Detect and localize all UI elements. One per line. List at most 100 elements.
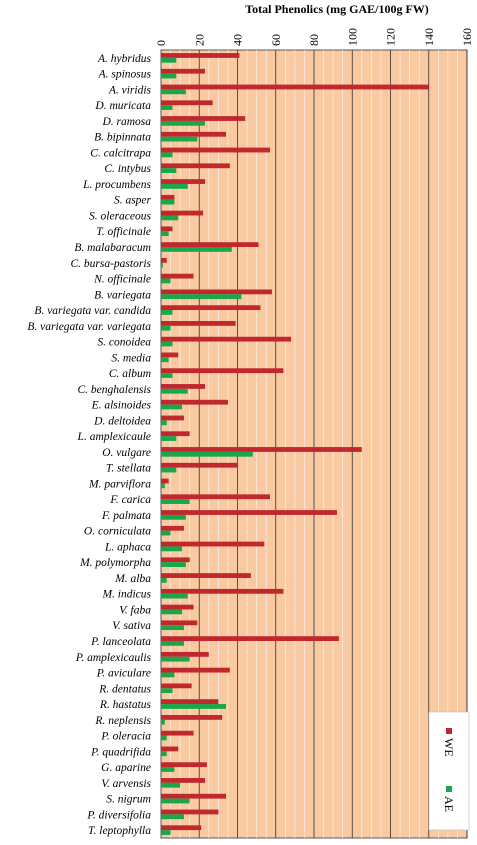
bar-ae <box>161 751 167 757</box>
bar-we <box>161 683 192 689</box>
bar-ae <box>161 420 167 426</box>
category-label: R. hastatus <box>99 699 152 711</box>
category-label: N. officinale <box>93 274 151 286</box>
bar-ae <box>161 499 190 504</box>
bar-ae <box>161 641 184 646</box>
bar-ae <box>161 719 165 725</box>
category-label: E. alsinoides <box>91 400 152 412</box>
bar-ae <box>161 231 169 237</box>
category-label: L. aphaca <box>104 541 151 553</box>
x-tick-label: 100 <box>345 28 359 46</box>
legend-label-we: WE <box>442 738 456 757</box>
bar-ae <box>161 278 171 284</box>
category-label: B. variegata <box>94 289 151 301</box>
category-label: R. neplensis <box>94 715 151 727</box>
bar-ae <box>161 73 177 79</box>
bar-we <box>161 100 213 106</box>
category-label: O. corniculata <box>84 526 151 538</box>
x-tick-label: 160 <box>460 28 474 46</box>
bar-we <box>161 525 184 531</box>
bar-ae <box>161 373 173 378</box>
bar-we <box>161 778 205 783</box>
category-label: B. variegata var. variegata <box>27 321 151 333</box>
bar-ae <box>161 89 186 95</box>
bar-we <box>161 478 169 484</box>
bar-we <box>161 273 194 279</box>
category-label: D. muricata <box>94 100 151 112</box>
bar-ae <box>161 767 175 772</box>
category-label: S. media <box>111 352 151 364</box>
bar-ae <box>161 735 167 741</box>
bar-ae <box>161 514 186 520</box>
category-label: O. vulgare <box>102 447 151 459</box>
category-label: B. variegata var. candida <box>34 305 151 317</box>
category-label: P. amplexicaulis <box>75 652 152 664</box>
bar-ae <box>161 404 183 410</box>
x-tick-label: 60 <box>269 34 283 46</box>
bar-we <box>161 321 236 326</box>
bar-we <box>161 762 207 768</box>
bar-we <box>161 226 173 232</box>
bar-we <box>161 384 205 389</box>
bar-we <box>161 494 271 500</box>
bar-we <box>161 667 230 673</box>
x-tick-label: 140 <box>422 28 436 46</box>
bar-we <box>161 431 190 437</box>
bar-ae <box>161 341 173 347</box>
bar-we <box>161 53 240 58</box>
category-label: C. album <box>109 368 151 380</box>
category-label: M. parviflora <box>88 478 151 490</box>
legend-swatch-we <box>446 728 452 734</box>
x-tick-label: 20 <box>192 34 206 46</box>
category-label: F. palmata <box>101 510 151 522</box>
bar-we <box>161 573 251 578</box>
bar-we <box>161 352 179 358</box>
category-label: P. quadrifida <box>90 746 151 758</box>
bar-we <box>161 415 184 421</box>
bar-we <box>161 604 194 610</box>
bar-we <box>161 825 202 831</box>
x-tick-label: 40 <box>231 34 245 46</box>
category-label: R. dentatus <box>98 683 151 695</box>
bar-we <box>161 746 179 752</box>
category-label: M. indicus <box>101 589 151 601</box>
bar-we <box>161 809 219 815</box>
chart-title: Total Phenolics (mg GAE/100g FW) <box>245 2 429 16</box>
category-label: D. deltoidea <box>93 415 151 427</box>
bar-we <box>161 699 219 705</box>
bar-we <box>161 447 362 452</box>
bar-we <box>161 510 337 515</box>
bar-ae <box>161 830 171 835</box>
bar-ae <box>161 247 232 252</box>
bar-ae <box>161 152 173 158</box>
bar-we <box>161 163 230 169</box>
bar-ae <box>161 451 253 457</box>
bar-we <box>161 84 429 90</box>
bar-we <box>161 242 259 247</box>
category-label: S. nigrum <box>106 794 151 806</box>
category-label: D. ramosa <box>101 116 151 128</box>
x-axis-ticks: 0 20 40 60 80 100 120 140 160 <box>154 28 474 46</box>
bar-ae <box>161 262 163 268</box>
category-label: C. benghalensis <box>78 384 152 396</box>
bar-we <box>161 368 284 374</box>
bar-ae <box>161 625 184 631</box>
category-label: M. polymorpha <box>79 557 151 569</box>
x-tick-label: 80 <box>307 34 321 46</box>
bar-ae <box>161 136 198 142</box>
bar-ae <box>161 183 188 189</box>
bar-ae <box>161 310 173 315</box>
bars <box>161 53 429 835</box>
category-label: P. lanceolata <box>90 636 151 648</box>
bar-ae <box>161 57 177 63</box>
category-label: C. intybus <box>104 163 151 175</box>
bar-we <box>161 730 194 736</box>
x-tick-label: 0 <box>154 40 168 46</box>
bar-ae <box>161 388 188 394</box>
bar-ae <box>161 530 171 536</box>
bar-we <box>161 131 227 137</box>
category-label: P. diversifolia <box>86 809 151 821</box>
bar-we <box>161 541 265 547</box>
category-label: S. asper <box>114 195 152 207</box>
